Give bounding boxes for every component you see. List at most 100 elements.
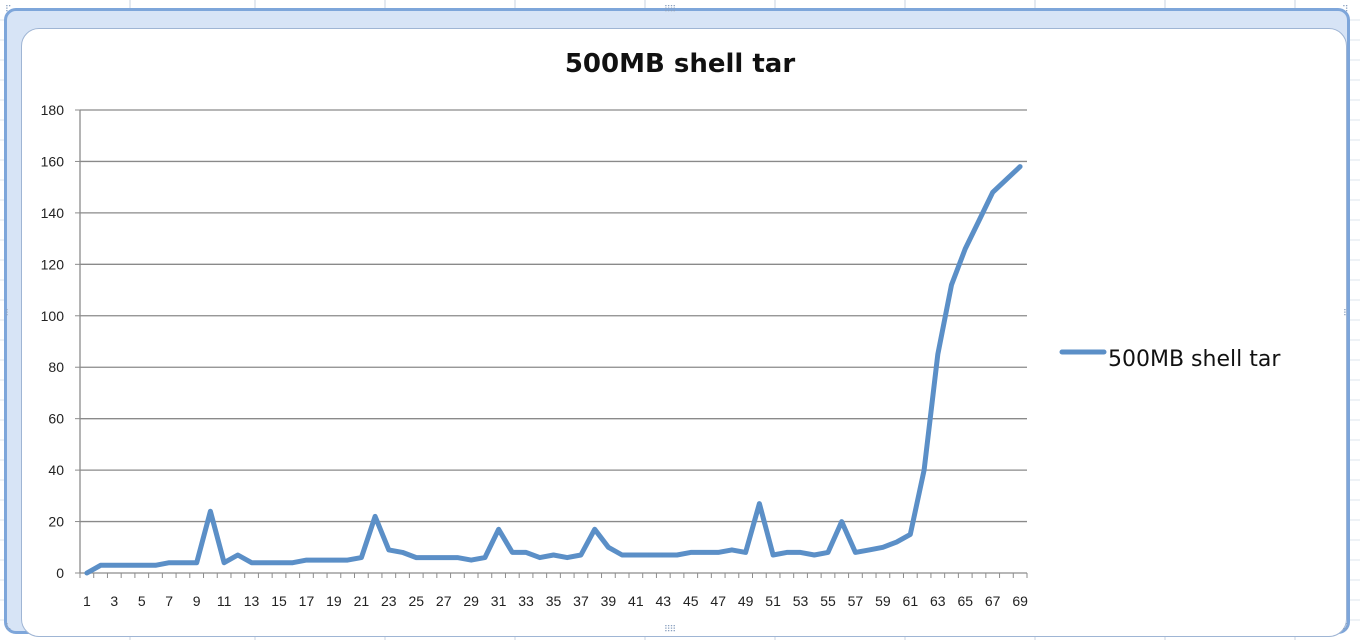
y-tick-label: 140 bbox=[41, 205, 65, 221]
data-point bbox=[318, 558, 322, 562]
x-tick-label: 67 bbox=[985, 593, 1001, 609]
x-tick-label: 59 bbox=[875, 593, 891, 609]
data-point bbox=[181, 561, 185, 565]
data-point bbox=[304, 558, 308, 562]
data-point bbox=[812, 553, 816, 557]
x-tick-label: 33 bbox=[518, 593, 534, 609]
data-point bbox=[771, 553, 775, 557]
left-resize-handle[interactable]: ⠇ bbox=[5, 309, 12, 319]
data-point bbox=[922, 468, 926, 472]
data-point bbox=[799, 550, 803, 554]
x-tick-label: 13 bbox=[244, 593, 260, 609]
data-point bbox=[1004, 177, 1008, 181]
data-point bbox=[689, 550, 693, 554]
data-point bbox=[277, 561, 281, 565]
x-tick-label: 3 bbox=[110, 593, 118, 609]
x-tick-label: 53 bbox=[793, 593, 809, 609]
x-tick-label: 11 bbox=[217, 593, 232, 609]
legend: 500MB shell tar bbox=[1059, 347, 1281, 372]
data-point bbox=[455, 556, 459, 560]
bottom-left-corner-handle[interactable]: ⠧ bbox=[5, 623, 12, 633]
data-point bbox=[208, 509, 212, 513]
legend-label-500mb-shell-tar: 500MB shell tar bbox=[1108, 347, 1281, 372]
data-point bbox=[579, 553, 583, 557]
y-tick-label: 120 bbox=[41, 256, 65, 272]
x-tick-label: 15 bbox=[271, 593, 287, 609]
top-left-corner-handle[interactable]: ⠏ bbox=[5, 5, 12, 15]
x-tick-label: 69 bbox=[1012, 593, 1028, 609]
x-tick-label: 5 bbox=[138, 593, 146, 609]
data-point bbox=[620, 553, 624, 557]
chart-frame[interactable] bbox=[4, 8, 1350, 637]
data-point bbox=[606, 545, 610, 549]
x-tick-label: 9 bbox=[193, 593, 201, 609]
x-tick-label: 57 bbox=[848, 593, 864, 609]
x-tick-label: 1 bbox=[83, 593, 91, 609]
data-point bbox=[291, 561, 295, 565]
y-axis: 0 20 40 60 80 100 120 140 160 180 bbox=[41, 102, 81, 581]
data-point bbox=[675, 553, 679, 557]
data-point bbox=[840, 520, 844, 524]
top-right-corner-handle[interactable]: ⠹ bbox=[1342, 5, 1349, 15]
x-tick-label: 27 bbox=[436, 593, 452, 609]
data-point bbox=[1018, 165, 1022, 169]
x-tick-label: 49 bbox=[738, 593, 754, 609]
x-tick-label: 23 bbox=[381, 593, 397, 609]
data-point bbox=[250, 561, 254, 565]
data-point bbox=[730, 548, 734, 552]
chart-title: 500MB shell tar bbox=[565, 49, 795, 79]
data-point bbox=[153, 563, 157, 567]
data-point bbox=[346, 558, 350, 562]
bottom-resize-handle[interactable]: ⠿⠿ bbox=[664, 625, 676, 635]
right-resize-handle[interactable]: ⠇ bbox=[1343, 309, 1350, 319]
y-tick-label: 100 bbox=[41, 308, 65, 324]
data-point bbox=[195, 561, 199, 565]
data-point bbox=[442, 556, 446, 560]
x-tick-label: 45 bbox=[683, 593, 699, 609]
data-point bbox=[661, 553, 665, 557]
x-tick-label: 41 bbox=[628, 593, 644, 609]
data-point bbox=[99, 563, 103, 567]
x-tick-label: 63 bbox=[930, 593, 946, 609]
data-point bbox=[853, 550, 857, 554]
y-tick-label: 60 bbox=[48, 411, 64, 427]
data-point bbox=[112, 563, 116, 567]
data-point bbox=[963, 247, 967, 251]
data-point bbox=[401, 550, 405, 554]
x-tick-label: 47 bbox=[710, 593, 726, 609]
bottom-right-corner-handle[interactable]: ⠼ bbox=[1342, 623, 1349, 633]
x-tick-label: 39 bbox=[601, 593, 617, 609]
data-point bbox=[510, 550, 514, 554]
data-point bbox=[483, 556, 487, 560]
data-point bbox=[881, 545, 885, 549]
x-tick-label: 51 bbox=[765, 593, 781, 609]
data-point bbox=[332, 558, 336, 562]
data-point bbox=[867, 548, 871, 552]
x-tick-label: 21 bbox=[354, 593, 370, 609]
x-tick-label: 31 bbox=[491, 593, 507, 609]
x-tick-label: 55 bbox=[820, 593, 836, 609]
top-resize-handle[interactable]: ⠿⠿ bbox=[664, 5, 676, 15]
data-point bbox=[538, 556, 542, 560]
x-tick-label: 17 bbox=[299, 593, 315, 609]
x-tick-label: 61 bbox=[903, 593, 919, 609]
chart-area bbox=[21, 28, 1347, 637]
series-line-500mb-shell-tar bbox=[84, 164, 1023, 576]
y-tick-label: 180 bbox=[41, 102, 65, 118]
data-point bbox=[702, 550, 706, 554]
data-point bbox=[936, 352, 940, 356]
x-tick-label: 25 bbox=[408, 593, 424, 609]
data-point bbox=[428, 556, 432, 560]
data-point bbox=[469, 558, 473, 562]
x-tick-label: 7 bbox=[165, 593, 173, 609]
data-point bbox=[826, 550, 830, 554]
data-point bbox=[236, 553, 240, 557]
x-tick-label: 43 bbox=[656, 593, 672, 609]
data-point bbox=[263, 561, 267, 565]
data-point bbox=[222, 561, 226, 565]
y-tick-label: 80 bbox=[48, 359, 64, 375]
data-point bbox=[373, 514, 377, 518]
data-point bbox=[497, 527, 501, 531]
data-point bbox=[524, 550, 528, 554]
